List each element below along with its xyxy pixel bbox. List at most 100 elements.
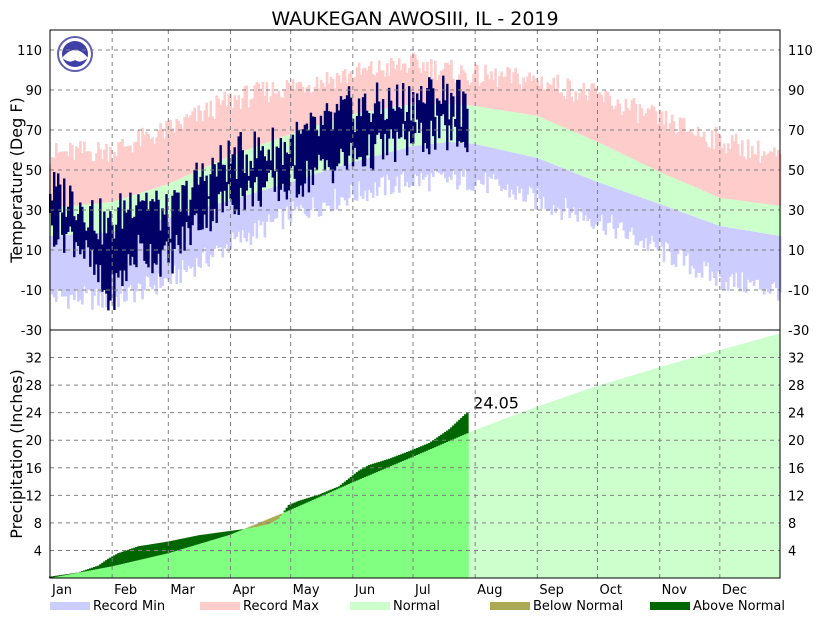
precip-to-date-bar xyxy=(157,555,160,578)
record-min-bar xyxy=(490,147,493,179)
normal-band-bar xyxy=(452,104,455,143)
normal-band-bar xyxy=(770,204,774,235)
above-normal-bar xyxy=(428,442,431,450)
record-min-bar xyxy=(548,162,551,210)
precip-to-date-bar xyxy=(169,552,172,578)
precip-to-date-bar xyxy=(241,529,245,578)
record-max-bar xyxy=(71,145,74,206)
record-max-bar xyxy=(516,73,519,113)
legend: Record Min Record Max Normal Below Normal Ab… xyxy=(50,599,785,614)
record-max-bar xyxy=(89,151,92,205)
record-min-bar xyxy=(666,206,670,244)
record-max-bar xyxy=(239,109,243,153)
record-min-bar xyxy=(608,186,612,223)
precip-to-date-bar xyxy=(317,497,321,578)
normal-band-bar xyxy=(684,183,688,214)
record-max-bar xyxy=(498,75,501,110)
above-normal-bar xyxy=(311,496,315,501)
record-max-bar xyxy=(303,92,307,130)
precip-to-date-bar xyxy=(269,523,273,578)
precip-to-date-bar xyxy=(464,434,467,578)
record-min-bar xyxy=(355,160,359,201)
record-max-bar xyxy=(476,64,479,107)
normal-band-bar xyxy=(748,202,752,231)
normal-band-bar xyxy=(658,172,662,204)
record-min-bar xyxy=(664,206,668,243)
normal-band-bar xyxy=(706,192,710,222)
precip-to-date-bar xyxy=(418,454,421,578)
record-min-bar xyxy=(61,235,64,297)
record-max-bar xyxy=(484,64,487,108)
precip-to-date-bar xyxy=(203,542,206,578)
below-normal-bar xyxy=(267,518,271,525)
normal-band-bar xyxy=(702,191,706,221)
precip-to-date-bar xyxy=(217,538,220,578)
precip-to-date-bar xyxy=(205,541,208,578)
record-min-bar xyxy=(215,204,219,246)
record-max-bar xyxy=(664,110,668,175)
record-max-bar xyxy=(446,62,449,104)
record-min-bar xyxy=(201,208,205,253)
record-max-bar xyxy=(584,95,588,137)
observed-temp-bar xyxy=(229,163,232,200)
normal-band-bar xyxy=(514,112,517,154)
normal-band-bar xyxy=(436,104,439,144)
above-normal-bar xyxy=(422,445,425,453)
record-min-bar xyxy=(387,152,391,180)
record-min-bar xyxy=(211,205,215,258)
record-max-bar xyxy=(752,153,756,203)
record-max-bar xyxy=(768,151,772,205)
observed-temp-bar xyxy=(349,97,353,143)
observed-temp-bar xyxy=(251,167,254,207)
record-min-bar xyxy=(558,166,561,210)
observed-temp-bar xyxy=(277,147,281,202)
observed-temp-bar xyxy=(67,206,70,232)
record-max-bar xyxy=(163,138,166,186)
normal-band-bar xyxy=(474,106,477,144)
record-min-bar xyxy=(754,232,758,280)
record-min-bar xyxy=(343,164,347,201)
normal-band-bar xyxy=(75,205,78,235)
precip-to-date-bar xyxy=(331,491,335,578)
below-normal-bar xyxy=(251,525,255,528)
above-normal-bar xyxy=(103,561,106,568)
record-max-bar xyxy=(628,110,632,158)
above-normal-bar xyxy=(403,452,407,461)
above-normal-bar xyxy=(464,414,467,435)
record-max-bar xyxy=(776,150,780,206)
record-max-bar xyxy=(612,109,616,150)
precip-to-date-bar xyxy=(460,435,463,578)
record-min-bar xyxy=(708,222,712,281)
above-normal-bar xyxy=(57,575,60,577)
observed-temp-bar xyxy=(177,192,180,246)
record-max-bar xyxy=(291,79,295,134)
precip-to-date-bar xyxy=(313,499,317,578)
record-max-bar xyxy=(61,151,64,207)
precip-to-date-bar xyxy=(444,442,447,578)
record-min-bar xyxy=(524,155,527,202)
precip-to-date-bar xyxy=(107,567,110,578)
record-max-bar xyxy=(744,159,748,202)
record-max-bar xyxy=(736,144,740,201)
record-min-bar xyxy=(347,163,351,199)
normal-band-bar xyxy=(83,204,86,234)
observed-temp-bar xyxy=(169,238,172,243)
observed-temp-bar xyxy=(405,111,409,156)
normal-band-bar xyxy=(85,204,88,234)
record-max-bar xyxy=(263,95,267,144)
month-label: Apr xyxy=(232,583,255,598)
record-max-bar xyxy=(766,153,770,205)
above-normal-bar xyxy=(333,488,337,491)
record-max-bar xyxy=(538,85,541,117)
record-min-bar xyxy=(245,195,249,242)
precip-to-date-bar xyxy=(413,455,417,578)
record-max-bar xyxy=(377,60,381,110)
precip-total-label: 24.05 xyxy=(473,393,519,412)
record-max-bar xyxy=(462,70,465,106)
record-max-bar xyxy=(403,63,407,106)
record-min-bar xyxy=(598,182,602,222)
record-max-bar xyxy=(510,83,513,112)
record-max-bar xyxy=(772,147,776,206)
record-min-bar xyxy=(351,162,355,195)
